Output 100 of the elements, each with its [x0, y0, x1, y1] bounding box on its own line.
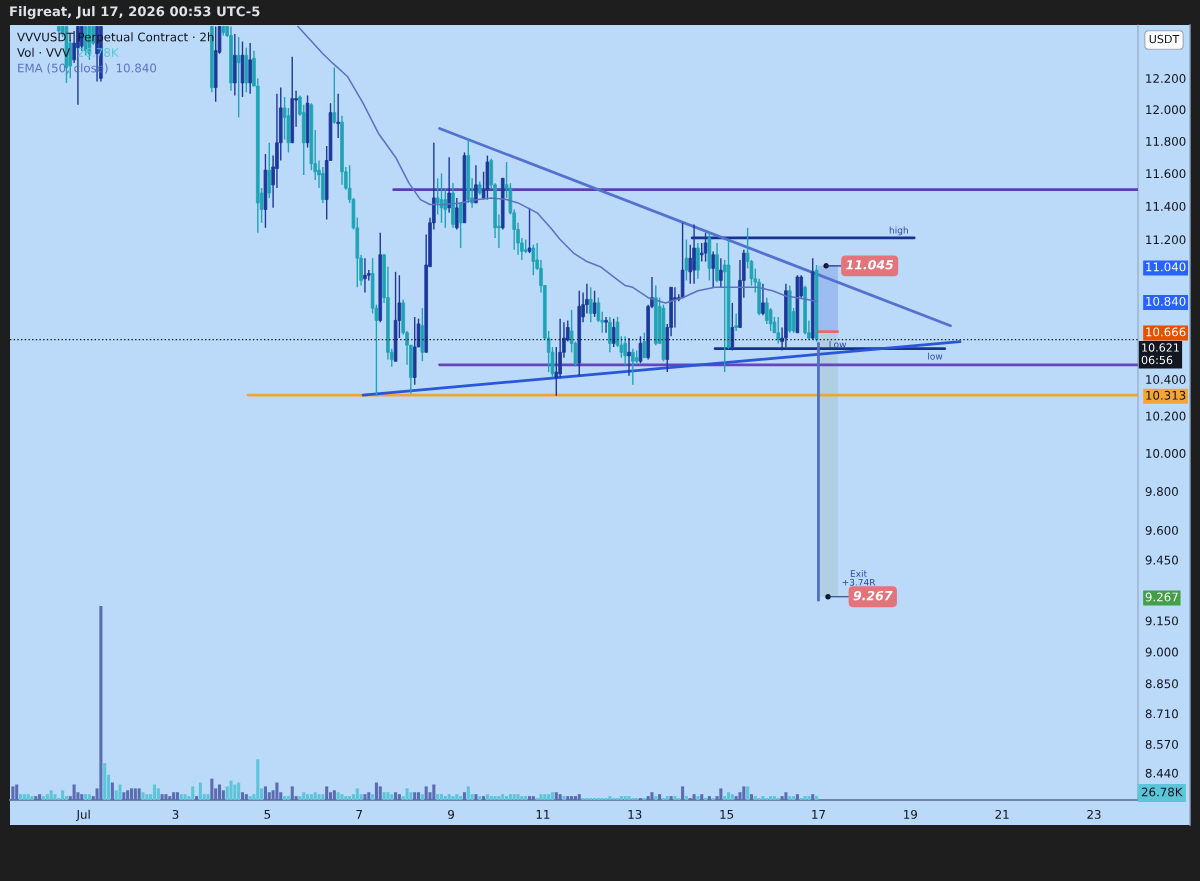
bar [696, 796, 700, 800]
bar [512, 794, 516, 800]
bar [493, 796, 497, 800]
bar [248, 796, 252, 800]
bar [573, 796, 577, 800]
bar [608, 796, 612, 800]
y-tick-label: 12.000 [1146, 105, 1186, 115]
bar [650, 792, 654, 800]
bar [382, 792, 386, 800]
bar [302, 792, 306, 800]
bar [769, 796, 773, 800]
candlestick [611, 317, 616, 348]
bar [275, 782, 279, 800]
bar [749, 794, 754, 800]
bar [673, 796, 677, 800]
bar [543, 794, 547, 800]
candlestick [336, 93, 340, 139]
bar [49, 790, 53, 800]
bar [566, 796, 570, 800]
candlestick [673, 286, 677, 329]
bar [761, 796, 765, 800]
y-tick-label: 10.400 [1146, 375, 1186, 384]
bar [562, 796, 566, 800]
bar [218, 784, 222, 800]
y-tick-label: 9.150 [1145, 616, 1178, 626]
bar [570, 796, 574, 800]
bar [405, 788, 409, 800]
bar [317, 794, 321, 800]
candlestick [776, 316, 781, 345]
bar [344, 796, 348, 800]
y-tick-label: 11.800 [1146, 136, 1186, 146]
candlestick [332, 66, 337, 125]
bar [700, 794, 704, 800]
bar [34, 796, 38, 800]
annotation: 9.267 [853, 590, 893, 601]
bar [550, 792, 554, 800]
bar [466, 786, 470, 800]
candlestick [588, 286, 593, 323]
bar [558, 794, 562, 800]
x-tick-label: 11 [536, 810, 550, 819]
text: 26.78K [1141, 787, 1183, 797]
bar [684, 796, 688, 800]
bar [397, 794, 401, 800]
bar [803, 796, 807, 800]
x-tick-label: 13 [628, 809, 642, 819]
bar [746, 786, 750, 800]
bar [505, 796, 509, 800]
bar [156, 788, 160, 800]
bar [692, 794, 696, 800]
bar [175, 792, 179, 800]
bar [815, 796, 819, 800]
bar [554, 792, 558, 800]
bar [244, 794, 248, 800]
bar [436, 794, 440, 800]
candlestick [474, 164, 478, 204]
bar [474, 794, 478, 800]
bar [753, 796, 757, 800]
candlestick [627, 337, 631, 377]
bar [508, 794, 512, 800]
bar [129, 788, 134, 800]
y-tick-label: 8.850 [1145, 679, 1178, 689]
bar [179, 794, 183, 800]
bar [168, 796, 172, 800]
y-tick-label: 11.600 [1146, 169, 1186, 179]
bar [394, 792, 398, 800]
y-tick-label: 11.400 [1146, 201, 1186, 211]
y-tick-label: 11.040 [1146, 262, 1186, 272]
bar [451, 796, 455, 800]
bar [409, 792, 413, 800]
bar [489, 796, 493, 800]
annotation: 11.045 [846, 260, 894, 270]
y-tick-label: 11.200 [1146, 235, 1186, 245]
bar [233, 784, 237, 800]
bar [443, 796, 447, 800]
bar [160, 794, 164, 800]
candlestick [642, 332, 647, 359]
bar [45, 794, 49, 800]
bar [18, 794, 23, 800]
bar [730, 794, 734, 800]
bar [53, 794, 57, 800]
candlestick [248, 42, 252, 95]
y-tick-label: 10.313 [1146, 390, 1186, 400]
bar [152, 784, 156, 800]
candlestick [604, 316, 608, 334]
bar [811, 794, 815, 800]
bar [198, 782, 202, 800]
annotation: Exit +3.74R [842, 569, 876, 586]
x-tick-label: 5 [264, 810, 271, 819]
bar [26, 794, 30, 800]
bar [378, 786, 382, 800]
x-tick-label: 19 [904, 809, 917, 819]
y-tick-label: 10.200 [1146, 411, 1186, 421]
bar [355, 788, 359, 800]
bar [520, 796, 524, 800]
bar [256, 759, 260, 800]
bar [646, 796, 650, 800]
bar [237, 782, 241, 800]
y-tick-label: 10.840 [1146, 296, 1186, 306]
bar [547, 794, 551, 800]
bar [669, 796, 673, 800]
